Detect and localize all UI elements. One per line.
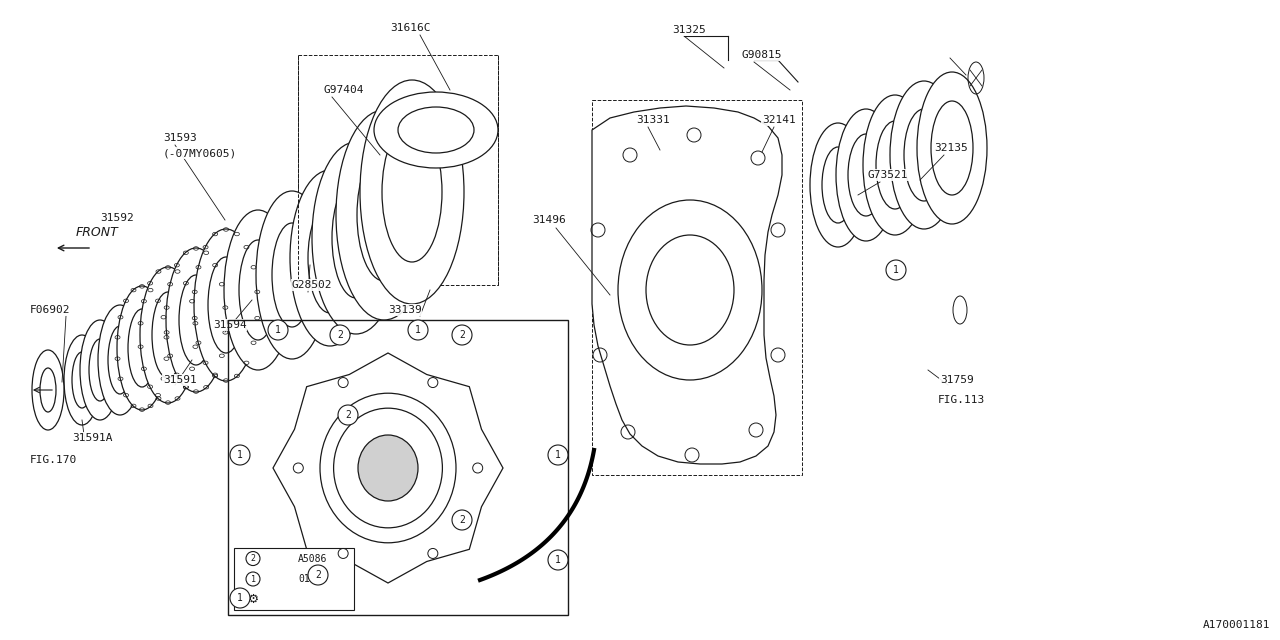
Text: 1: 1 xyxy=(237,593,243,603)
Text: 2: 2 xyxy=(460,330,465,340)
Ellipse shape xyxy=(618,200,762,380)
Circle shape xyxy=(268,320,288,340)
Text: 33139: 33139 xyxy=(388,305,421,315)
Text: 31594: 31594 xyxy=(212,320,247,330)
Text: 1: 1 xyxy=(237,450,243,460)
Ellipse shape xyxy=(99,305,142,415)
Circle shape xyxy=(246,572,260,586)
Ellipse shape xyxy=(224,210,292,370)
Polygon shape xyxy=(273,353,503,583)
Ellipse shape xyxy=(863,95,927,235)
Ellipse shape xyxy=(64,335,100,425)
Text: 31593: 31593 xyxy=(163,133,197,143)
Circle shape xyxy=(308,565,328,585)
Bar xyxy=(228,320,568,615)
Circle shape xyxy=(330,325,349,345)
Text: 31591A: 31591A xyxy=(72,433,113,443)
Ellipse shape xyxy=(646,235,733,345)
Text: 31759: 31759 xyxy=(940,375,974,385)
Text: 2: 2 xyxy=(460,515,465,525)
Circle shape xyxy=(886,260,906,280)
Ellipse shape xyxy=(32,350,64,430)
Ellipse shape xyxy=(320,393,456,543)
Text: FRONT: FRONT xyxy=(76,225,118,239)
Text: 1: 1 xyxy=(893,265,899,275)
Text: (-07MY0605): (-07MY0605) xyxy=(163,148,237,158)
Text: ⚙: ⚙ xyxy=(247,593,259,606)
Ellipse shape xyxy=(836,109,896,241)
Text: 31616C: 31616C xyxy=(390,23,430,33)
Ellipse shape xyxy=(360,80,465,304)
Text: A170001181: A170001181 xyxy=(1202,620,1270,630)
Text: 31591: 31591 xyxy=(163,375,197,385)
Text: A5086: A5086 xyxy=(298,554,328,564)
Text: 2: 2 xyxy=(337,330,343,340)
Text: 1: 1 xyxy=(251,575,256,584)
Circle shape xyxy=(338,405,358,425)
Circle shape xyxy=(246,552,260,566)
Text: 31331: 31331 xyxy=(636,115,669,125)
Circle shape xyxy=(452,325,472,345)
Ellipse shape xyxy=(374,92,498,168)
Ellipse shape xyxy=(140,267,196,403)
Text: 2: 2 xyxy=(251,554,256,563)
Ellipse shape xyxy=(916,72,987,224)
Ellipse shape xyxy=(890,81,957,229)
Text: 31592: 31592 xyxy=(100,213,133,223)
Text: G97404: G97404 xyxy=(323,85,364,95)
Ellipse shape xyxy=(358,435,419,501)
Circle shape xyxy=(548,550,568,570)
Text: 32135: 32135 xyxy=(934,143,968,153)
Ellipse shape xyxy=(810,123,867,247)
Text: 1: 1 xyxy=(556,450,561,460)
Ellipse shape xyxy=(79,320,120,420)
Circle shape xyxy=(408,320,428,340)
Circle shape xyxy=(230,445,250,465)
Ellipse shape xyxy=(256,191,328,359)
Text: 31325: 31325 xyxy=(672,25,705,35)
Text: G73521: G73521 xyxy=(868,170,909,180)
Circle shape xyxy=(548,445,568,465)
Text: G28502: G28502 xyxy=(292,280,333,290)
Text: F06902: F06902 xyxy=(29,305,70,315)
Text: 1: 1 xyxy=(556,555,561,565)
Text: 32141: 32141 xyxy=(762,115,796,125)
Text: FIG.170: FIG.170 xyxy=(29,455,77,465)
Ellipse shape xyxy=(291,170,370,346)
Text: 31496: 31496 xyxy=(532,215,566,225)
Ellipse shape xyxy=(195,229,259,381)
Ellipse shape xyxy=(166,248,227,392)
Ellipse shape xyxy=(335,110,433,320)
Text: 1: 1 xyxy=(415,325,421,335)
Ellipse shape xyxy=(312,142,399,334)
Text: 0105S: 0105S xyxy=(298,574,328,584)
Text: 1: 1 xyxy=(275,325,280,335)
Ellipse shape xyxy=(116,286,166,410)
Circle shape xyxy=(230,588,250,608)
Text: FIG.113: FIG.113 xyxy=(938,395,986,405)
Bar xyxy=(591,100,803,475)
Circle shape xyxy=(452,510,472,530)
Bar xyxy=(234,548,355,610)
Text: G90815: G90815 xyxy=(742,50,782,60)
Polygon shape xyxy=(591,106,782,464)
Bar xyxy=(298,55,498,285)
Text: 2: 2 xyxy=(346,410,351,420)
Text: 2: 2 xyxy=(315,570,321,580)
